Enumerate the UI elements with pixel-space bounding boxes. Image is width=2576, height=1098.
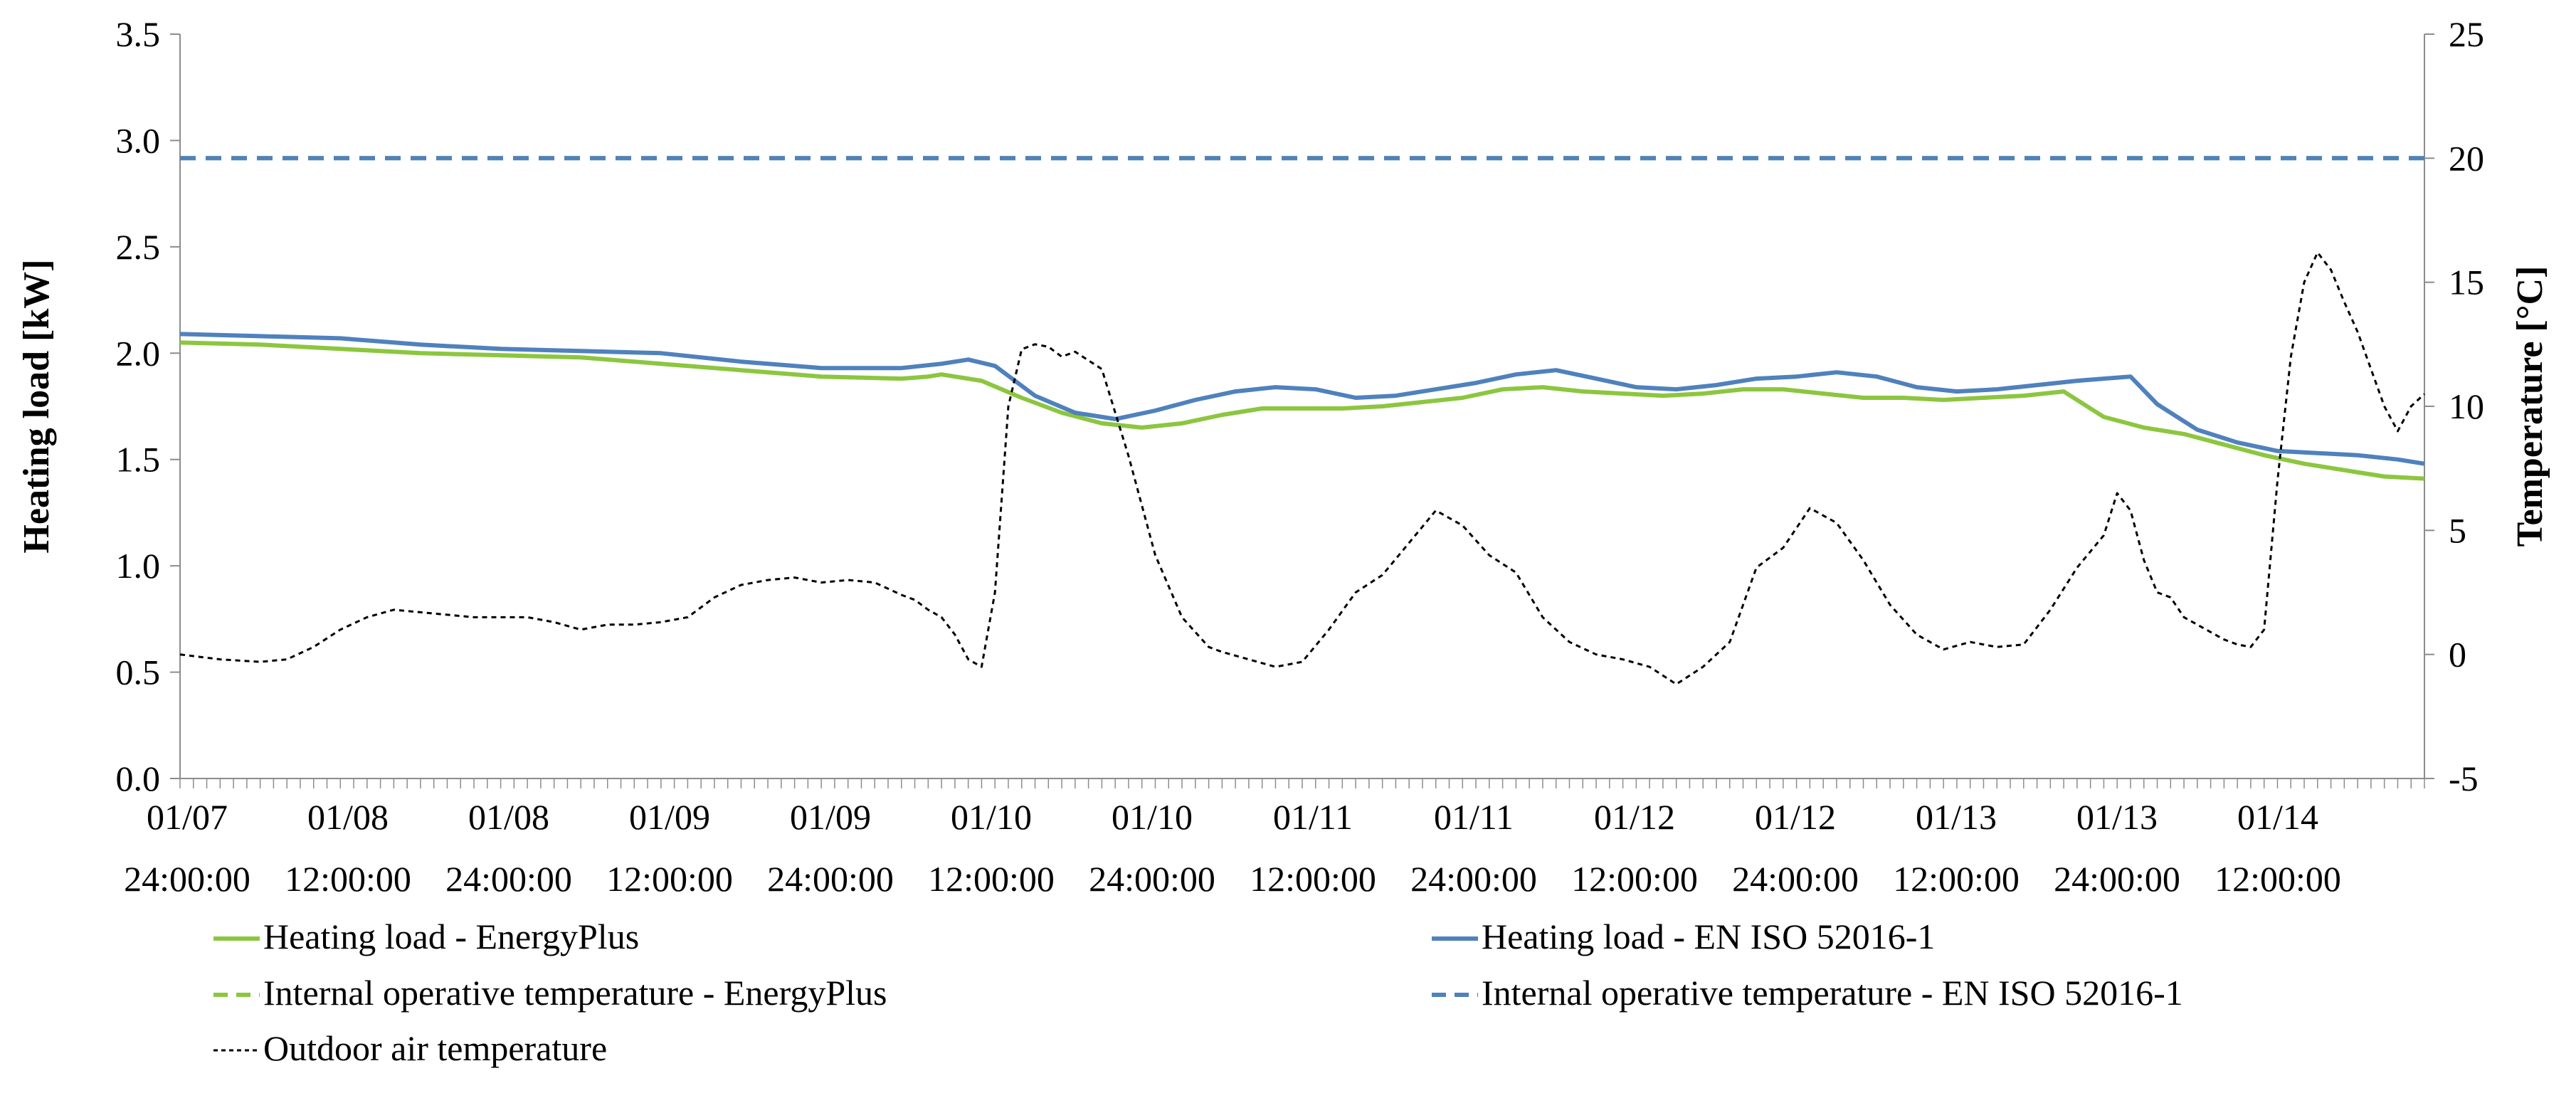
y-tick-label: 2.5 — [116, 227, 161, 267]
x-tick-label-date: 01/09 — [629, 797, 710, 837]
y2-tick-label: 20 — [2449, 138, 2484, 178]
x-tick-label-date: 01/10 — [1112, 797, 1193, 837]
y-tick-label: 2.0 — [116, 333, 161, 373]
y2-tick-label: 15 — [2449, 263, 2484, 302]
y-tick-label: 1.5 — [116, 440, 161, 480]
y-axis-title: Heating load [kW] — [16, 259, 57, 553]
x-tick-label-time: 12:00:00 — [2215, 859, 2341, 899]
legend-label-1: Heating load - EN ISO 52016-1 — [1482, 917, 1935, 956]
x-tick-label-time: 12:00:00 — [1571, 859, 1698, 899]
y-tick-label: 3.0 — [116, 120, 161, 160]
x-tick-label-time: 12:00:00 — [1250, 859, 1376, 899]
x-tick-label-date: 01/12 — [1755, 797, 1836, 837]
x-tick-label-date: 01/11 — [1434, 797, 1514, 837]
y2-tick-label: 5 — [2449, 510, 2466, 550]
x-tick-label-time: 24:00:00 — [767, 859, 894, 899]
x-tick-label-date: 01/08 — [307, 797, 389, 837]
series-line-0 — [179, 340, 2425, 481]
x-tick-label-time: 24:00:00 — [1732, 859, 1859, 899]
series-line-4 — [179, 251, 2426, 685]
x-tick-label-date: 01/10 — [951, 797, 1032, 837]
x-tick-label-date: 01/12 — [1594, 797, 1675, 837]
series-line-1 — [179, 332, 2425, 466]
y2-tick-label: 25 — [2449, 14, 2484, 54]
x-tick-label-time: 24:00:00 — [1089, 859, 1215, 899]
y2-tick-label: 10 — [2449, 386, 2484, 426]
x-tick-label-date: 01/11 — [1273, 797, 1353, 837]
y2-tick-label: -5 — [2449, 759, 2479, 798]
series-layer — [179, 156, 2426, 685]
legend-label-3: Internal operative temperature - EN ISO … — [1482, 973, 2183, 1013]
x-tick-label-time: 12:00:00 — [606, 859, 733, 899]
x-tick-label-date: 01/13 — [2076, 797, 2158, 837]
x-tick-label-date: 01/08 — [468, 797, 549, 837]
x-tick-label-date: 01/13 — [1916, 797, 1997, 837]
y2-axis-title: Temperature [°C] — [2510, 266, 2550, 547]
y-tick-label: 3.5 — [116, 14, 161, 54]
y2-tick-label: 0 — [2449, 635, 2466, 675]
x-tick-label-time: 12:00:00 — [1893, 859, 2020, 899]
legend-label-0: Heating load - EnergyPlus — [263, 917, 639, 956]
x-tick-label-time: 12:00:00 — [285, 859, 411, 899]
labels-layer: 0.0 0.5 1.0 1.5 2.0 2.5 3.0 3.5 -5 0 5 10 15 20 25 01/0… — [116, 14, 2485, 899]
y-tick-label: 0.5 — [116, 653, 161, 692]
y-tick-label: 0.0 — [116, 759, 161, 798]
x-tick-label-time: 24:00:00 — [2054, 859, 2180, 899]
x-tick-label-date: 01/14 — [2237, 797, 2318, 837]
legend: Heating load - EnergyPlus Heating load - … — [213, 917, 2183, 1068]
legend-label-2: Internal operative temperature - EnergyP… — [263, 973, 887, 1013]
y-tick-label: 1.0 — [116, 546, 161, 586]
x-tick-label-time: 12:00:00 — [928, 859, 1055, 899]
x-tick-label-time: 24:00:00 — [124, 859, 250, 899]
x-tick-label-time: 24:00:00 — [445, 859, 572, 899]
x-tick-label-date: 01/09 — [790, 797, 871, 837]
legend-label-4: Outdoor air temperature — [263, 1028, 607, 1068]
x-tick-label-date: 01/07 — [147, 797, 228, 837]
x-tick-label-time: 24:00:00 — [1410, 859, 1537, 899]
